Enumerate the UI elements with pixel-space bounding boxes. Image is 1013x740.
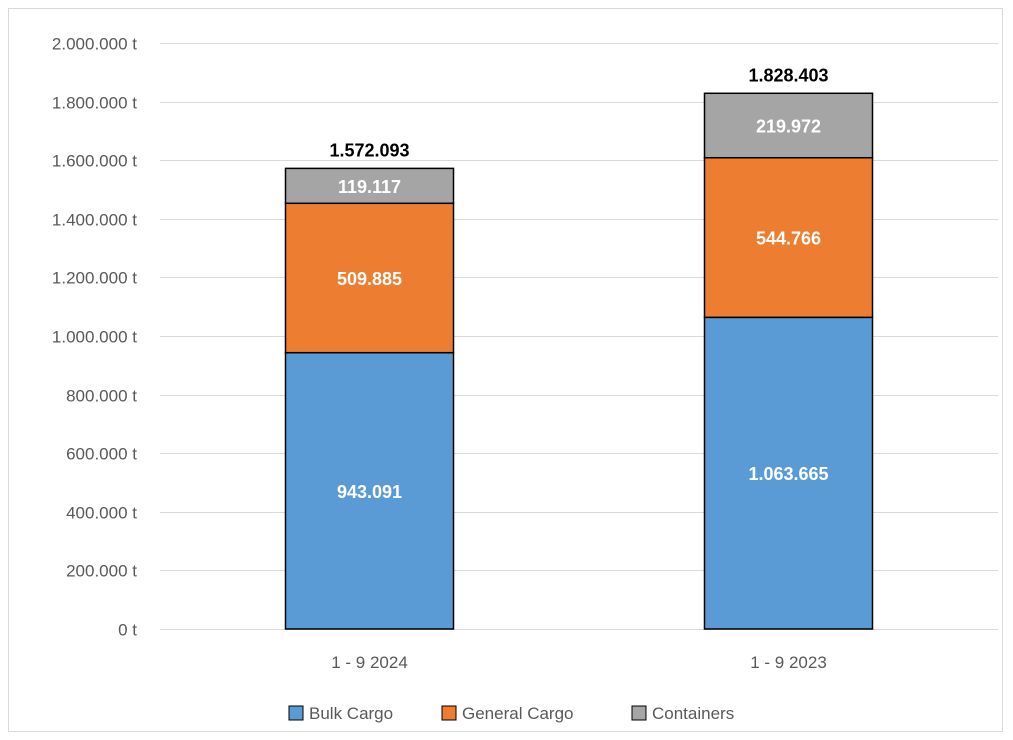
x-axis: 1 - 9 2024 1 - 9 2023 bbox=[331, 653, 827, 672]
bar-segment bbox=[284, 167, 455, 205]
x-tick-label: 1 - 9 2024 bbox=[331, 653, 408, 672]
bar-segment bbox=[703, 156, 874, 319]
total-label: 1.572.093 bbox=[329, 140, 409, 160]
data-label: 219.972 bbox=[756, 117, 821, 137]
data-label: 119.117 bbox=[338, 177, 401, 197]
y-tick-label: 1.000.000 t bbox=[52, 328, 137, 347]
x-tick-label: 1 - 9 2023 bbox=[750, 653, 827, 672]
y-tick-label: 0 t bbox=[118, 621, 137, 640]
legend-label: Bulk Cargo bbox=[309, 704, 393, 723]
legend: Bulk Cargo General Cargo Containers bbox=[288, 704, 734, 723]
bar-segment bbox=[703, 92, 874, 159]
data-label: 509.885 bbox=[337, 269, 402, 289]
total-label: 1.828.403 bbox=[748, 65, 828, 85]
data-label: 1.063.665 bbox=[748, 464, 828, 484]
legend-label: General Cargo bbox=[462, 704, 574, 723]
y-tick-label: 600.000 t bbox=[66, 445, 137, 464]
y-tick-label: 1.400.000 t bbox=[52, 211, 137, 230]
bar-segment bbox=[284, 202, 455, 354]
data-label: 544.766 bbox=[756, 229, 821, 249]
y-tick-label: 800.000 t bbox=[66, 387, 137, 406]
chart-frame bbox=[8, 8, 1003, 732]
bar-segment bbox=[703, 316, 874, 630]
y-axis: 0 t 200.000 t 400.000 t 600.000 t 800.000 t 1… bbox=[52, 35, 137, 640]
y-tick-label: 200.000 t bbox=[66, 562, 137, 581]
legend-swatch bbox=[288, 705, 304, 721]
y-tick-label: 1.600.000 t bbox=[52, 152, 137, 171]
bar-segment bbox=[284, 351, 455, 630]
legend-swatch bbox=[441, 705, 457, 721]
y-tick-label: 2.000.000 t bbox=[52, 35, 137, 54]
bars: 943.091 509.885 119.117 1.572.093 1.063.665 5… bbox=[284, 65, 874, 630]
data-label: 943.091 bbox=[337, 482, 402, 502]
legend-label: Containers bbox=[652, 704, 734, 723]
y-tick-label: 400.000 t bbox=[66, 504, 137, 523]
y-tick-label: 1.200.000 t bbox=[52, 269, 137, 288]
legend-swatch bbox=[631, 705, 647, 721]
y-tick-label: 1.800.000 t bbox=[52, 94, 137, 113]
